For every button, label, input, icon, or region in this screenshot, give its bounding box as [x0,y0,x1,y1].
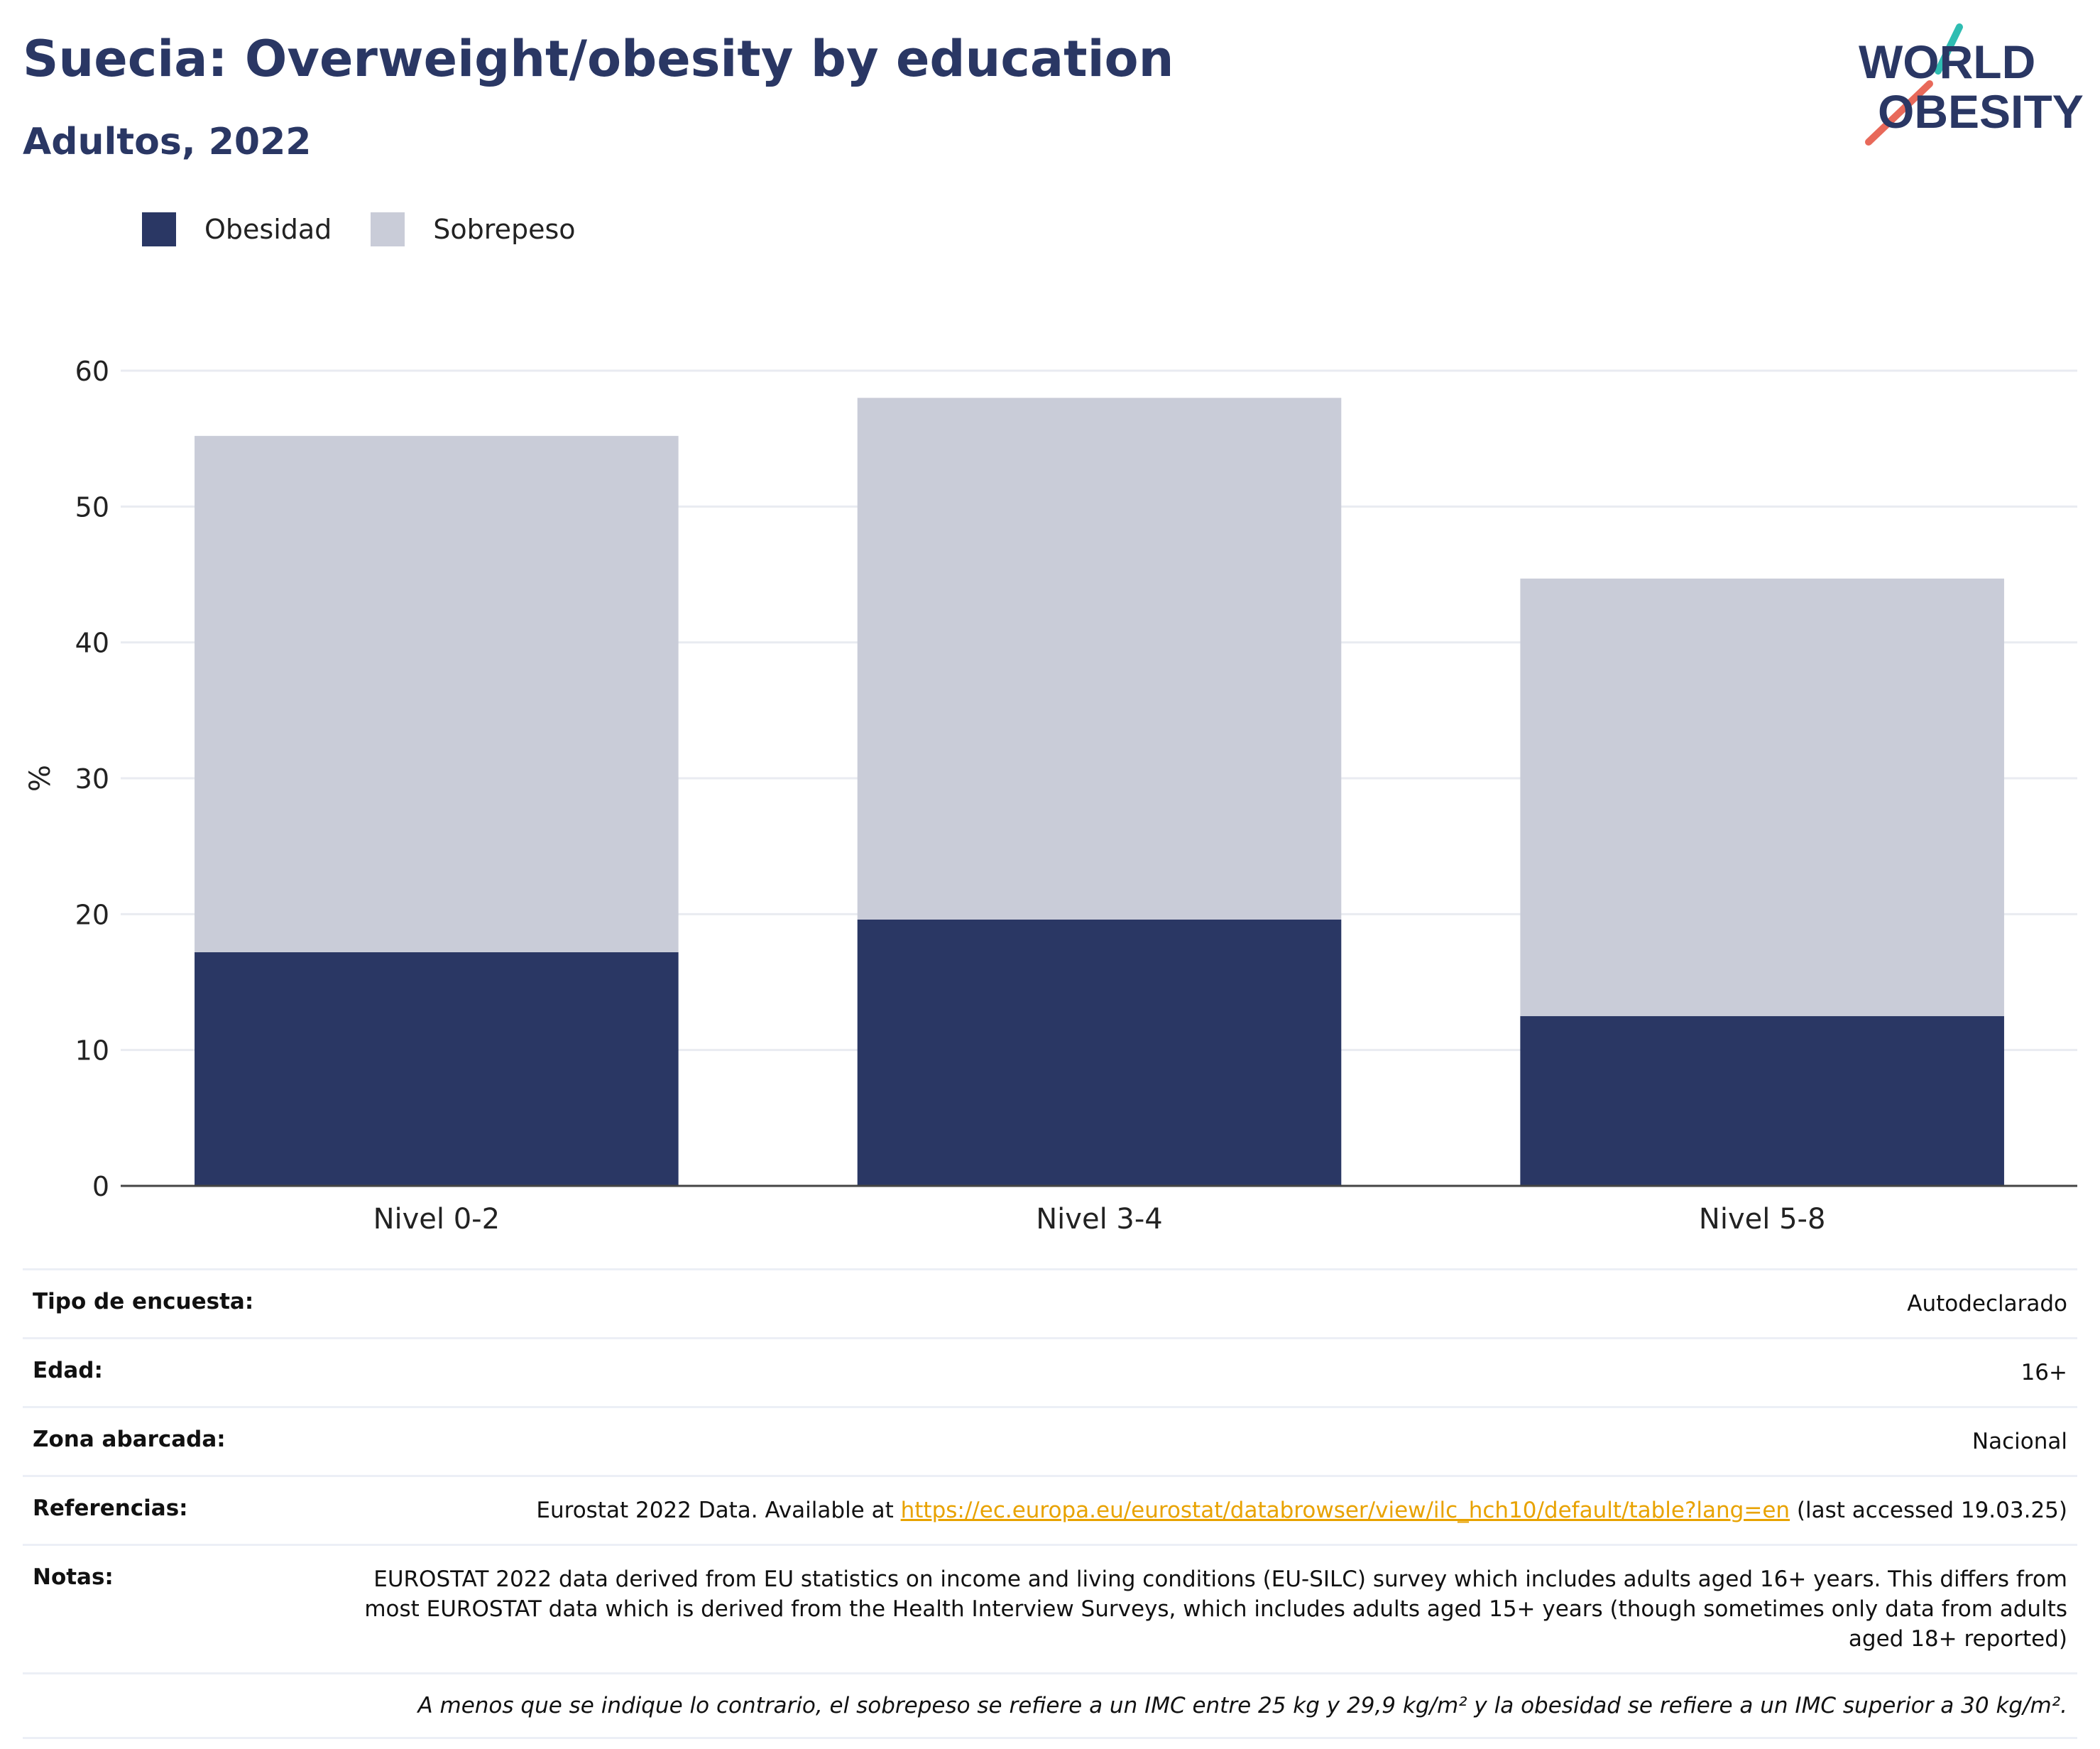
row-footnote: A menos que se indique lo contrario, el … [23,1672,2077,1739]
y-tick-label: 10 [75,1035,109,1067]
row-survey-type: Tipo de encuesta: Autodeclarado [23,1268,2077,1337]
world-obesity-logo: WORLD OBESITY [1859,23,2084,146]
bars-layer [195,398,2004,1186]
y-axis-label: % [24,765,57,792]
logo-slash-coral [1865,80,1933,146]
legend-label-sobrepeso: Sobrepeso [433,214,576,245]
y-tick-label: 30 [75,763,109,795]
y-tick-label: 20 [75,899,109,930]
notes-label: Notas: [33,1564,114,1590]
survey-type-value: Autodeclarado [1907,1291,2067,1317]
row-references: Referencias: Eurostat 2022 Data. Availab… [23,1475,2077,1544]
x-tick-label: Nivel 3-4 [1036,1203,1162,1236]
y-tick-label: 50 [75,491,109,523]
bar-sobrepeso-3 [1520,578,2004,1016]
references-suffix: (last accessed 19.03.25) [1796,1498,2067,1523]
references-label: Referencias: [33,1495,188,1521]
logo-text-obesity: OBESITY [1878,85,2084,138]
area-label: Zona abarcada: [33,1427,226,1452]
axis-layer: 0 10 20 30 40 50 60 Nivel 0-2 Nivel 3-4 Nivel 5-8… [24,356,2077,1236]
stacked-bar-chart: 0 10 20 30 40 50 60 Nivel 0-2 Nivel 3-4 Nivel 5-8… [24,356,2077,1236]
age-label: Edad: [33,1358,103,1383]
metadata-table: Tipo de encuesta: Autodeclarado Edad: 16… [23,1268,2077,1739]
row-age: Edad: 16+ [23,1337,2077,1406]
logo-slash-teal [1935,23,1963,75]
legend-item-sobrepeso[interactable]: Sobrepeso [371,212,576,246]
notes-value: EUROSTAT 2022 data derived from EU stati… [364,1567,2067,1652]
survey-type-label: Tipo de encuesta: [33,1289,254,1314]
x-tick-label: Nivel 0-2 [373,1203,500,1236]
row-notes: Notas: EUROSTAT 2022 data derived from E… [23,1544,2077,1672]
legend: Obesidad Sobrepeso [142,212,615,247]
bar-obesidad-1 [195,952,679,1186]
y-tick-label: 60 [75,356,109,387]
row-area: Zona abarcada: Nacional [23,1406,2077,1475]
bar-obesidad-2 [857,919,1342,1186]
legend-swatch-obesidad [142,212,176,246]
legend-item-obesidad[interactable]: Obesidad [142,212,332,246]
area-value: Nacional [1972,1429,2067,1454]
legend-label-obesidad: Obesidad [204,214,332,245]
y-tick-label: 40 [75,628,109,659]
bar-sobrepeso-1 [195,435,679,952]
chart-subtitle: Adultos, 2022 [23,121,312,163]
bar-sobrepeso-2 [857,398,1342,920]
chart-title: Suecia: Overweight/obesity by education [23,30,1174,88]
age-value: 16+ [2020,1360,2067,1385]
footnote-text: A menos que se indique lo contrario, el … [417,1693,2067,1718]
references-value: Eurostat 2022 Data. Available at https:/… [536,1495,2067,1525]
bar-obesidad-3 [1520,1015,2004,1186]
references-prefix: Eurostat 2022 Data. Available at [536,1498,894,1523]
references-link[interactable]: https://ec.europa.eu/eurostat/databrowse… [900,1498,1790,1523]
logo-text-world: WORLD [1859,36,2035,88]
legend-swatch-sobrepeso [371,212,405,246]
y-tick-label: 0 [92,1171,109,1202]
x-tick-label: Nivel 5-8 [1699,1203,1825,1236]
